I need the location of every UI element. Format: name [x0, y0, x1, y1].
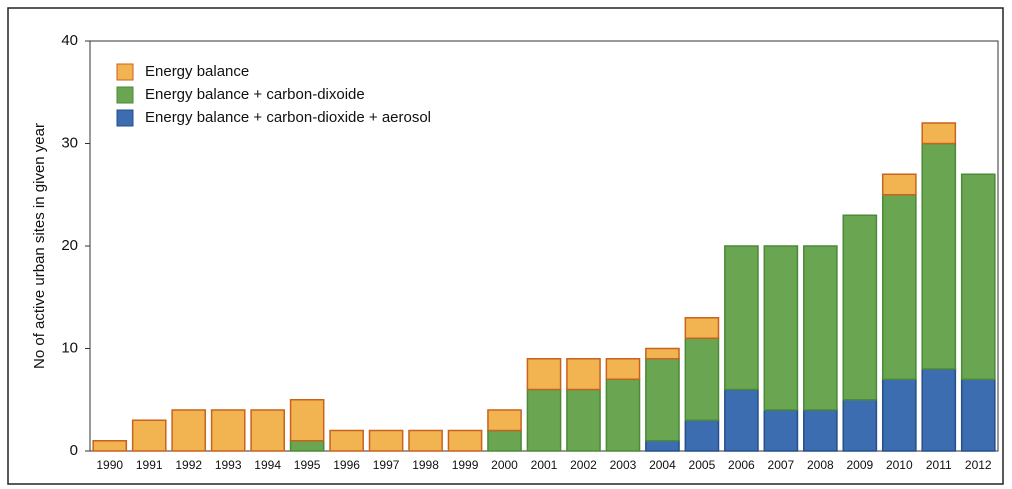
bar-segment [171, 409, 207, 452]
x-tick-label: 2011 [926, 458, 952, 472]
bar-segment [684, 419, 720, 452]
x-tick-label: 1996 [333, 458, 360, 472]
bar-segment [289, 440, 325, 452]
y-tick-label: 20 [61, 237, 78, 254]
bar-segment [605, 378, 641, 452]
x-tick-label: 1990 [96, 458, 123, 472]
x-tick-label: 2004 [649, 458, 676, 472]
bar-segment [803, 245, 838, 411]
bar-segment [763, 409, 799, 452]
legend-swatch [116, 63, 134, 81]
bar-segment [131, 419, 167, 452]
bar-segment [289, 399, 325, 442]
bar-segment [447, 429, 483, 452]
bar-segment [803, 409, 838, 452]
y-axis-label: No of active urban sites in given year [31, 123, 48, 369]
bar-segment [645, 358, 680, 442]
y-tick-label: 0 [70, 442, 78, 459]
bar-segment [842, 214, 878, 401]
bar-segment [645, 347, 680, 360]
bar-segment [210, 409, 246, 452]
y-tick-label: 30 [61, 134, 78, 151]
x-tick-label: 2006 [728, 458, 755, 472]
bar-segment [566, 358, 601, 391]
bar-segment [329, 429, 364, 452]
bar-segment [526, 388, 562, 452]
x-tick-label: 2003 [610, 458, 637, 472]
y-tick-label: 40 [61, 32, 78, 49]
bar-segment [881, 378, 917, 452]
legend-label: Energy balance [145, 63, 249, 80]
x-tick-label: 2007 [768, 458, 795, 472]
x-tick-label: 1994 [254, 458, 281, 472]
bar-segment [960, 378, 996, 452]
x-tick-label: 1998 [412, 458, 439, 472]
bar-segment [881, 194, 917, 380]
bar-segment [645, 440, 680, 452]
bar-segment [921, 142, 957, 370]
x-tick-label: 2012 [965, 458, 992, 472]
bar-segment [487, 429, 522, 452]
bar-segment [842, 399, 878, 452]
x-tick-label: 2008 [807, 458, 834, 472]
x-tick-label: 2009 [846, 458, 873, 472]
bar-segment [724, 388, 759, 452]
x-tick-label: 2002 [570, 458, 597, 472]
bar-segment [921, 368, 957, 452]
bar-segment [724, 245, 759, 391]
frame [7, 7, 1004, 485]
legend-swatch [116, 86, 134, 104]
bar-segment [763, 245, 799, 411]
x-tick-label: 1993 [215, 458, 242, 472]
bar-segment [92, 440, 128, 452]
bar-segment [605, 358, 641, 380]
bar-segment [526, 358, 562, 391]
x-tick-label: 2010 [886, 458, 913, 472]
x-tick-label: 1999 [452, 458, 479, 472]
bar-segment [684, 337, 720, 421]
bar-segment [684, 317, 720, 339]
y-tick-label: 10 [61, 339, 78, 356]
x-tick-label: 2001 [531, 458, 558, 472]
legend-label: Energy balance + carbon-dixoide [145, 86, 365, 103]
x-tick-label: 1995 [294, 458, 321, 472]
bar-segment [408, 429, 443, 452]
bar-segment [921, 122, 957, 145]
bar-segment [487, 409, 522, 432]
x-tick-label: 1997 [373, 458, 400, 472]
x-tick-label: 2005 [689, 458, 716, 472]
x-tick-label: 2000 [491, 458, 518, 472]
bar-segment [960, 173, 996, 380]
legend-swatch [116, 109, 134, 127]
bar-segment [250, 409, 285, 452]
x-tick-label: 1992 [175, 458, 202, 472]
x-tick-label: 1991 [136, 458, 163, 472]
legend-label: Energy balance + carbon-dioxide + aeroso… [145, 109, 431, 126]
bar-segment [566, 388, 601, 452]
bar-segment [881, 173, 917, 196]
bar-segment [368, 429, 404, 452]
